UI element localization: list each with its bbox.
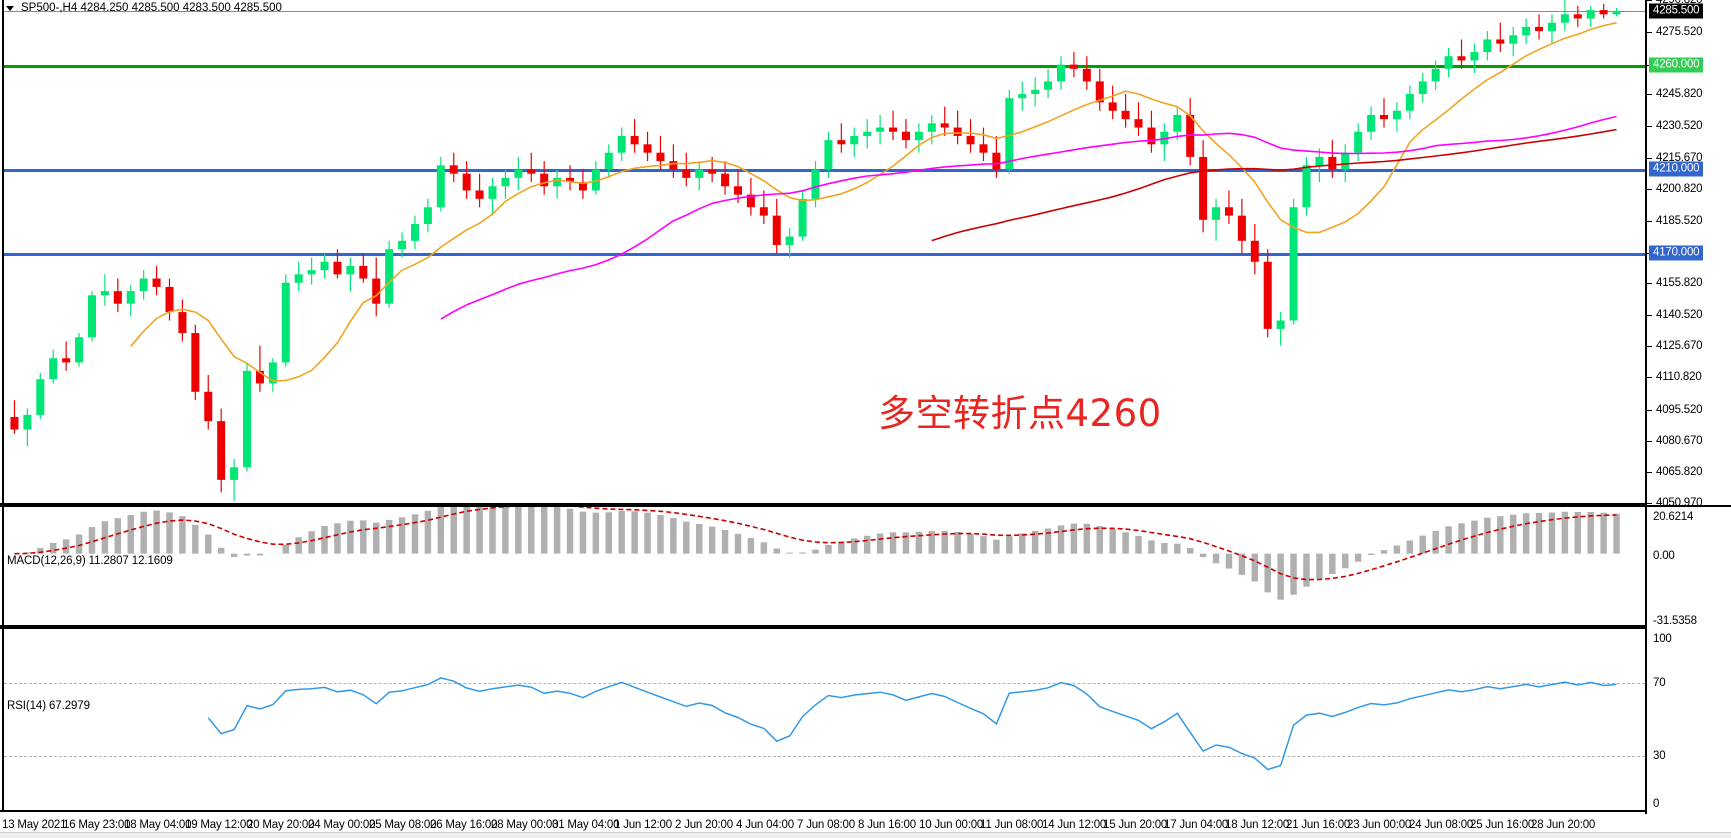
macd-tick: -31.5358 xyxy=(1653,615,1697,627)
rsi-panel: 100 70 30 0 xyxy=(0,627,1731,814)
rsi-label: RSI(14) 67.2979 xyxy=(7,700,90,712)
time-tick: 10 Jun 00:00 xyxy=(919,819,984,831)
price-tick: 4230.520 xyxy=(1647,120,1703,132)
price-chart-panel: 4290.820 4275.520 4260.000 4245.820 4230.520… xyxy=(0,0,1731,509)
price-plot-area[interactable] xyxy=(2,0,1645,503)
time-tick: 21 Jun 16:00 xyxy=(1286,819,1351,831)
time-tick: 16 May 23:00 xyxy=(63,819,131,831)
candle-group xyxy=(10,0,1621,501)
level-badge-4260: 4260.000 xyxy=(1649,57,1704,73)
price-tick: 4290.820 xyxy=(1647,0,1703,6)
time-tick: 28 Jun 20:00 xyxy=(1531,819,1596,831)
rsi-level-30 xyxy=(4,755,1645,757)
price-tick: 4065.820 xyxy=(1647,466,1703,478)
level-badge-4170: 4170.000 xyxy=(1649,245,1704,261)
time-tick: 26 May 16:00 xyxy=(430,819,498,831)
time-tick: 2 Jun 20:00 xyxy=(675,819,733,831)
time-tick: 17 Jun 04:00 xyxy=(1164,819,1229,831)
price-tick: 4185.520 xyxy=(1647,215,1703,227)
price-tick: 4110.820 xyxy=(1647,371,1702,383)
ma-mid-line xyxy=(440,115,1617,320)
time-tick: 24 May 00:00 xyxy=(308,819,376,831)
macd-plot-area[interactable] xyxy=(2,507,1645,625)
price-level-line-4170[interactable] xyxy=(4,253,1645,257)
time-tick: 24 Jun 08:00 xyxy=(1409,819,1474,831)
chart-header: SP500-,H4 4284.250 4285.500 4283.500 428… xyxy=(6,2,282,14)
macd-tick: 0.00 xyxy=(1653,549,1675,562)
macd-panel: 20.6214 0.00 -31.5358 xyxy=(0,505,1731,629)
macd-axis: 20.6214 0.00 -31.5358 xyxy=(1645,507,1731,629)
rsi-series-layer xyxy=(207,677,1617,771)
price-tick: 4245.820 xyxy=(1647,88,1703,100)
rsi-line xyxy=(207,677,1617,771)
rsi-axis: 100 70 30 0 xyxy=(1645,629,1731,814)
time-tick: 13 May 2021 xyxy=(2,819,67,831)
time-tick: 25 May 08:00 xyxy=(369,819,437,831)
price-tick: 4125.670 xyxy=(1647,340,1703,352)
price-series-layer xyxy=(10,0,1621,501)
time-tick: 20 May 20:00 xyxy=(247,819,315,831)
price-tick: 4155.820 xyxy=(1647,277,1703,289)
time-tick: 1 Jun 12:00 xyxy=(614,819,672,831)
ma-slow-line xyxy=(931,128,1617,242)
price-tick: 4140.520 xyxy=(1647,309,1703,321)
time-tick: 15 Jun 20:00 xyxy=(1103,819,1168,831)
price-level-line-4286[interactable] xyxy=(4,11,1645,13)
time-tick: 28 May 00:00 xyxy=(491,819,559,831)
price-tick: 4215.670 xyxy=(1647,152,1703,164)
price-tick: 4080.670 xyxy=(1647,435,1703,447)
window-bottom-strip xyxy=(0,832,1731,838)
chart-annotation-text: 多空转折点4260 xyxy=(878,392,1162,435)
time-tick: 11 Jun 08:00 xyxy=(980,819,1044,831)
price-tick: 4275.520 xyxy=(1647,26,1703,38)
price-level-line-4260[interactable] xyxy=(4,64,1645,68)
time-tick: 14 Jun 12:00 xyxy=(1042,819,1107,831)
macd-label: MACD(12,26,9) 11.2807 12.1609 xyxy=(7,555,173,567)
macd-tick: 20.6214 xyxy=(1653,511,1694,523)
time-tick: 18 May 04:00 xyxy=(124,819,192,831)
time-tick: 4 Jun 04:00 xyxy=(736,819,794,831)
price-tick: 4200.820 xyxy=(1647,183,1703,195)
rsi-tick: 0 xyxy=(1653,798,1660,810)
macd-signal-line xyxy=(14,507,1617,581)
time-tick: 23 Jun 00:00 xyxy=(1347,819,1412,831)
caret-down-icon[interactable] xyxy=(6,5,14,11)
time-tick: 25 Jun 16:00 xyxy=(1470,819,1535,831)
time-tick: 19 May 12:00 xyxy=(185,819,253,831)
symbol-timeframe-ohlc: SP500-,H4 4284.250 4285.500 4283.500 428… xyxy=(21,2,282,14)
time-tick: 8 Jun 16:00 xyxy=(858,819,916,831)
rsi-tick: 30 xyxy=(1653,749,1666,762)
time-tick: 18 Jun 12:00 xyxy=(1225,819,1290,831)
price-tick: 4095.520 xyxy=(1647,404,1703,416)
time-tick: 7 Jun 08:00 xyxy=(797,819,855,831)
price-level-line-4210[interactable] xyxy=(4,169,1645,173)
macd-series-layer xyxy=(14,507,1620,600)
rsi-tick: 100 xyxy=(1653,633,1672,645)
ma-fast-line xyxy=(130,22,1617,382)
level-badge-4210: 4210.000 xyxy=(1649,161,1704,177)
rsi-level-70 xyxy=(4,683,1645,685)
macd-histogram xyxy=(24,507,1620,600)
time-tick: 31 May 04:00 xyxy=(552,819,620,831)
last-price-badge: 4285.500 xyxy=(1649,3,1704,19)
rsi-tick: 70 xyxy=(1653,677,1666,690)
price-axis[interactable]: 4290.820 4275.520 4260.000 4245.820 4230.520… xyxy=(1645,0,1731,509)
rsi-plot-area[interactable] xyxy=(2,629,1645,810)
price-tick: 4050.970 xyxy=(1647,497,1703,509)
